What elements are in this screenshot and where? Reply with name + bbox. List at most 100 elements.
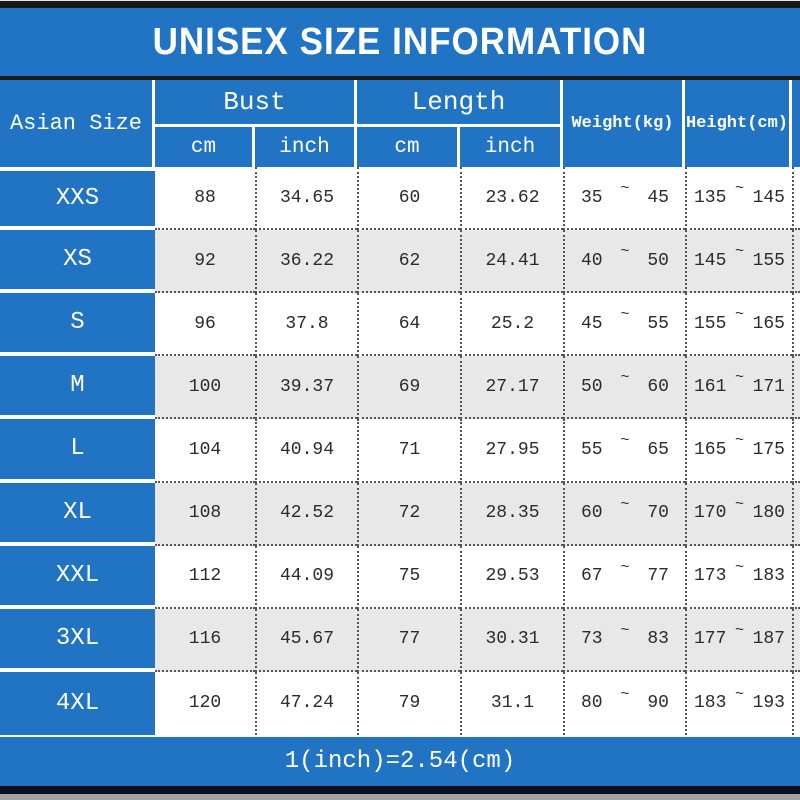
bust-inch-value: 47.24 (255, 671, 357, 735)
size-label: 4XL (0, 671, 155, 735)
weight-range: 55 ~ 65 (563, 419, 685, 483)
height-max: 155 (752, 250, 785, 271)
height-min: 161 (694, 376, 727, 397)
bust-cm-value: 120 (155, 671, 255, 735)
length-inch-value: 25.2 (460, 293, 563, 357)
weight-min: 45 (581, 313, 603, 334)
length-cm-value: 62 (357, 230, 460, 294)
weight-max: 60 (647, 376, 669, 397)
tilde-glyph: ~ (734, 180, 744, 198)
height-range: 173 ~ 183 (685, 545, 792, 609)
length-cm-value: 72 (357, 482, 460, 546)
header-weight-kg: Weight(kg) (563, 80, 682, 167)
table-row: L 104 40.94 71 27.95 55 ~ 65 165 ~ 175 (0, 419, 800, 483)
height-max: 187 (752, 629, 785, 650)
height-range: 135 ~ 145 (685, 167, 792, 231)
weight-range: 50 ~ 60 (563, 356, 685, 420)
weight-min: 55 (581, 439, 603, 460)
size-label: 3XL (0, 608, 155, 672)
bust-cm-value: 92 (155, 230, 255, 294)
edge-sliver-cell (792, 293, 800, 357)
height-range: 145 ~ 155 (685, 230, 792, 294)
size-label: XXS (0, 167, 155, 231)
height-range: 165 ~ 175 (685, 419, 792, 483)
size-label: XXL (0, 545, 155, 609)
tilde-glyph: ~ (734, 306, 744, 324)
weight-min: 50 (581, 376, 603, 397)
table-row: XXL 112 44.09 75 29.53 67 ~ 77 173 ~ 183 (0, 545, 800, 609)
tilde-glyph: ~ (620, 685, 630, 703)
height-max: 171 (752, 376, 785, 397)
bust-cm-value: 112 (155, 545, 255, 609)
header-bust: Bust (155, 80, 354, 124)
length-cm-value: 79 (357, 671, 460, 735)
height-max: 165 (752, 313, 785, 334)
height-range: 155 ~ 165 (685, 293, 792, 357)
bottom-border-bar (0, 786, 800, 794)
length-cm-value: 75 (357, 545, 460, 609)
tilde-glyph: ~ (620, 495, 630, 513)
header-bust-inch: inch (255, 127, 354, 167)
bust-cm-value: 88 (155, 167, 255, 231)
weight-range: 67 ~ 77 (563, 545, 685, 609)
edge-sliver-cell (792, 230, 800, 294)
length-cm-value: 69 (357, 356, 460, 420)
height-range: 183 ~ 193 (685, 671, 792, 735)
height-min: 177 (694, 629, 727, 650)
size-label: S (0, 293, 155, 357)
weight-range: 73 ~ 83 (563, 608, 685, 672)
tilde-glyph: ~ (620, 243, 630, 261)
top-border-bar (0, 0, 800, 8)
size-label: L (0, 419, 155, 483)
edge-sliver-cell (792, 608, 800, 672)
bust-inch-value: 39.37 (255, 356, 357, 420)
weight-max: 83 (647, 629, 669, 650)
length-inch-value: 30.31 (460, 608, 563, 672)
table-row: 3XL 116 45.67 77 30.31 73 ~ 83 177 ~ 187 (0, 608, 800, 672)
bust-cm-value: 96 (155, 293, 255, 357)
weight-min: 67 (581, 566, 603, 587)
weight-max: 45 (647, 187, 669, 208)
header-bust-cm: cm (155, 127, 252, 167)
height-min: 145 (694, 250, 727, 271)
height-min: 155 (694, 313, 727, 334)
bottom-strip (0, 794, 800, 800)
weight-range: 40 ~ 50 (563, 230, 685, 294)
length-cm-value: 71 (357, 419, 460, 483)
height-max: 175 (752, 439, 785, 460)
tilde-glyph: ~ (734, 685, 744, 703)
table-row: 4XL 120 47.24 79 31.1 80 ~ 90 183 ~ 193 (0, 671, 800, 735)
table-header: Asian Size Bust Length Weight(kg) Height… (0, 80, 800, 167)
bust-cm-value: 108 (155, 482, 255, 546)
header-length: Length (357, 80, 560, 124)
bust-cm-value: 116 (155, 608, 255, 672)
weight-range: 35 ~ 45 (563, 167, 685, 231)
tilde-glyph: ~ (620, 180, 630, 198)
header-length-inch: inch (460, 127, 560, 167)
height-min: 165 (694, 439, 727, 460)
weight-max: 65 (647, 439, 669, 460)
weight-range: 45 ~ 55 (563, 293, 685, 357)
edge-sliver-cell (792, 482, 800, 546)
height-min: 173 (694, 566, 727, 587)
footer-gap (0, 735, 800, 737)
height-max: 180 (752, 503, 785, 524)
tilde-glyph: ~ (734, 243, 744, 261)
length-cm-value: 64 (357, 293, 460, 357)
weight-min: 73 (581, 629, 603, 650)
tilde-glyph: ~ (620, 369, 630, 387)
bust-cm-value: 100 (155, 356, 255, 420)
conversion-note: 1(inch)=2.54(cm) (284, 748, 516, 775)
footer-band: 1(inch)=2.54(cm) (0, 737, 800, 786)
weight-max: 90 (647, 693, 669, 714)
height-max: 193 (752, 693, 785, 714)
edge-sliver-cell (792, 356, 800, 420)
height-min: 135 (694, 187, 727, 208)
weight-min: 60 (581, 503, 603, 524)
table-row: XXS 88 34.65 60 23.62 35 ~ 45 135 ~ 145 (0, 167, 800, 231)
tilde-glyph: ~ (734, 495, 744, 513)
header-height-cm: Height(cm) (685, 80, 789, 167)
weight-range: 60 ~ 70 (563, 482, 685, 546)
bust-inch-value: 36.22 (255, 230, 357, 294)
